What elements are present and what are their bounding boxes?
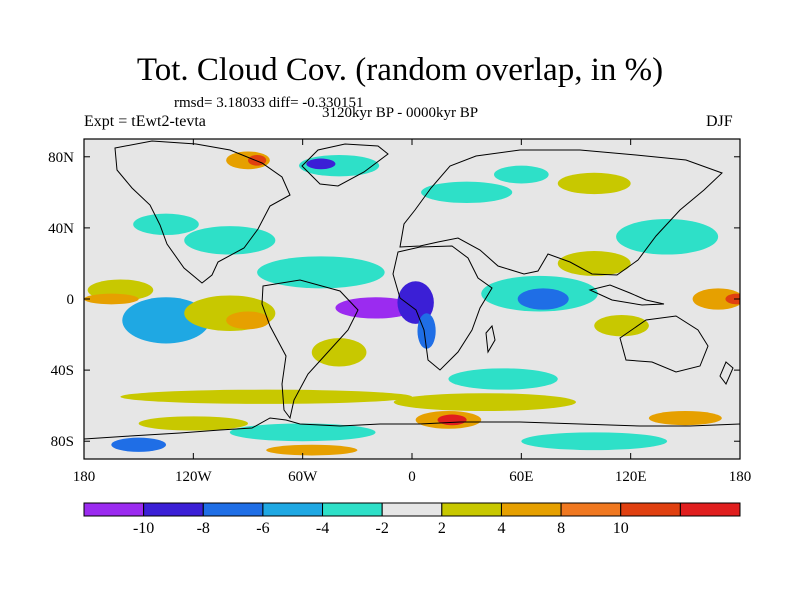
- x-tick-label: 0: [408, 469, 416, 485]
- anomaly-patch: [335, 297, 416, 319]
- coastline-madagascar: [485, 324, 496, 354]
- coastline-africa: [392, 245, 493, 371]
- rmsd-diff-stats: rmsd= 3.18033 diff= -0.330151: [174, 95, 364, 111]
- anomaly-patch: [557, 172, 631, 195]
- time-period-label: 3120kyr BP - 0000kyr BP: [322, 105, 479, 121]
- colorbar-swatch: [620, 502, 681, 517]
- x-tick-label: 60W: [288, 469, 318, 485]
- colorbar-swatch: [202, 502, 264, 517]
- anomaly-patch: [184, 226, 276, 255]
- coastline-north-america: [114, 140, 291, 284]
- anomaly-patch: [257, 256, 385, 289]
- x-tick-label: 180: [73, 469, 96, 485]
- anomaly-patch: [521, 432, 668, 451]
- y-tick-label: 40S: [51, 363, 74, 379]
- coastline-australia: [619, 315, 709, 373]
- coastline-south-america: [261, 279, 359, 420]
- coastline-new-zealand: [719, 361, 734, 385]
- anomaly-patch: [692, 288, 740, 310]
- anomaly-patch: [111, 437, 166, 452]
- chart-title: Tot. Cloud Cov. (random overlap, in %): [136, 52, 664, 88]
- x-tick-label: 120W: [175, 469, 213, 485]
- colorbar-label: -4: [316, 520, 329, 537]
- y-tick-label: 80S: [51, 434, 74, 450]
- colorbar-swatch: [679, 502, 741, 517]
- season-label: DJF: [706, 113, 733, 130]
- colorbar-swatch: [441, 502, 502, 517]
- axis-tick-labels: 180 120W 60W 0 60E 120E 180 80N 40N 0 40S 80S: [48, 150, 751, 485]
- anomaly-patch: [417, 313, 436, 349]
- x-tick-label: 60E: [509, 469, 533, 485]
- y-tick-label: 80N: [48, 150, 74, 166]
- colorbar-swatch: [262, 502, 324, 517]
- colorbar: -10 -8 -6 -4 -2 2 4 8 10: [83, 502, 741, 537]
- anomaly-patch: [397, 281, 434, 324]
- colorbar-label: 8: [557, 520, 565, 537]
- anomaly-patch: [448, 368, 558, 390]
- colorbar-swatch: [83, 502, 145, 517]
- experiment-label: Expt = tEwt2-tevta: [84, 113, 206, 130]
- anomaly-patch: [138, 416, 248, 431]
- anomaly-patch: [594, 315, 649, 337]
- anomaly-patch: [226, 311, 270, 330]
- coastline-eurasia: [399, 149, 723, 276]
- anomaly-patch: [616, 219, 719, 255]
- anomaly-patch: [306, 158, 336, 170]
- anomaly-patch: [311, 338, 367, 367]
- colorbar-label: 4: [497, 520, 505, 537]
- colorbar-swatch: [560, 502, 622, 517]
- y-tick-label: 0: [67, 292, 75, 308]
- x-tick-label: 180: [729, 469, 752, 485]
- anomaly-patch: [133, 213, 199, 235]
- colorbar-label: -6: [256, 520, 269, 537]
- anomaly-patch: [437, 414, 467, 426]
- anomaly-patch: [493, 165, 549, 184]
- anomaly-patch: [393, 393, 576, 411]
- colorbar-label: -2: [376, 520, 389, 537]
- anomaly-patch: [557, 251, 631, 276]
- colorbar-swatch: [381, 502, 443, 517]
- anomaly-patch: [648, 411, 722, 426]
- anomaly-patch: [517, 288, 569, 310]
- coastline-indonesia: [588, 284, 665, 306]
- colorbar-swatch: [500, 502, 562, 517]
- x-tick-label: 120E: [615, 469, 647, 485]
- anomaly-patch: [725, 293, 740, 305]
- anomaly-patch: [266, 444, 358, 456]
- colorbar-label: 10: [613, 520, 629, 537]
- coastline-greenland: [301, 143, 389, 187]
- coastlines: [84, 140, 740, 440]
- colorbar-label: -8: [197, 520, 210, 537]
- colorbar-label: -10: [133, 520, 154, 537]
- anomaly-patch: [84, 293, 139, 305]
- anomaly-patch: [229, 423, 376, 442]
- anomaly-patch: [120, 389, 412, 404]
- colorbar-swatch: [143, 502, 204, 517]
- colorbar-swatch: [322, 502, 383, 517]
- y-tick-label: 40N: [48, 221, 74, 237]
- axis-ticks: [83, 139, 741, 459]
- coastline-antarctica: [84, 417, 740, 440]
- anomaly-field: [84, 151, 740, 456]
- colorbar-label: 2: [438, 520, 446, 537]
- anomaly-patch: [421, 181, 513, 203]
